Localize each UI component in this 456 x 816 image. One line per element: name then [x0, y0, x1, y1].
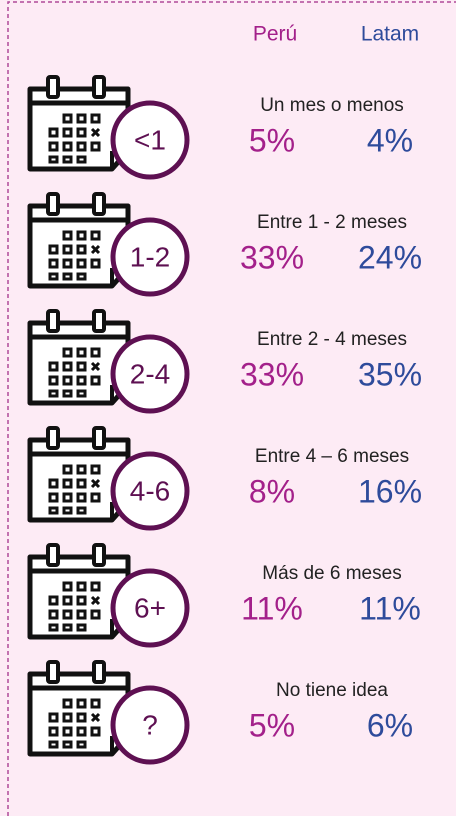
badge-label: 4-6: [130, 475, 170, 506]
calendar-icon: [30, 194, 128, 286]
row-label: Un mes o menos: [260, 95, 404, 116]
latam-value: 4%: [367, 122, 413, 158]
badge-label: ?: [142, 709, 158, 740]
peru-value: 33%: [240, 356, 304, 392]
peru-value: 5%: [249, 122, 295, 158]
latam-value: 16%: [358, 473, 422, 509]
calendar-icon: [30, 77, 128, 169]
calendar-icon: [30, 311, 128, 403]
row-label: Entre 4 – 6 meses: [255, 446, 409, 467]
calendar-icon: [30, 545, 128, 637]
badge-label: <1: [134, 124, 166, 155]
header-peru: Perú: [253, 23, 297, 46]
badge-label: 1-2: [130, 241, 170, 272]
badge-circle: [110, 100, 190, 180]
badge-circle: [110, 685, 190, 765]
row-label: Entre 1 - 2 meses: [257, 212, 407, 233]
header-latam: Latam: [361, 23, 419, 46]
badge-circle: [110, 334, 190, 414]
calendar-icon: [30, 662, 128, 754]
row-label: No tiene idea: [276, 680, 388, 701]
peru-value: 11%: [241, 590, 303, 626]
badge-circle: [110, 217, 190, 297]
latam-value: 35%: [358, 356, 422, 392]
latam-value: 24%: [358, 239, 422, 275]
calendar-icon: [30, 428, 128, 520]
badge-circle: [110, 451, 190, 531]
latam-value: 11%: [359, 590, 421, 626]
peru-value: 8%: [249, 473, 295, 509]
peru-value: 33%: [240, 239, 304, 275]
frame: [7, 1, 456, 816]
peru-value: 5%: [249, 707, 295, 743]
badge-label: 2-4: [130, 358, 170, 389]
badge-circle: [110, 568, 190, 648]
latam-value: 6%: [367, 707, 413, 743]
badge-label: 6+: [134, 592, 166, 623]
row-label: Entre 2 - 4 meses: [257, 329, 407, 350]
row-label: Más de 6 meses: [262, 563, 401, 584]
